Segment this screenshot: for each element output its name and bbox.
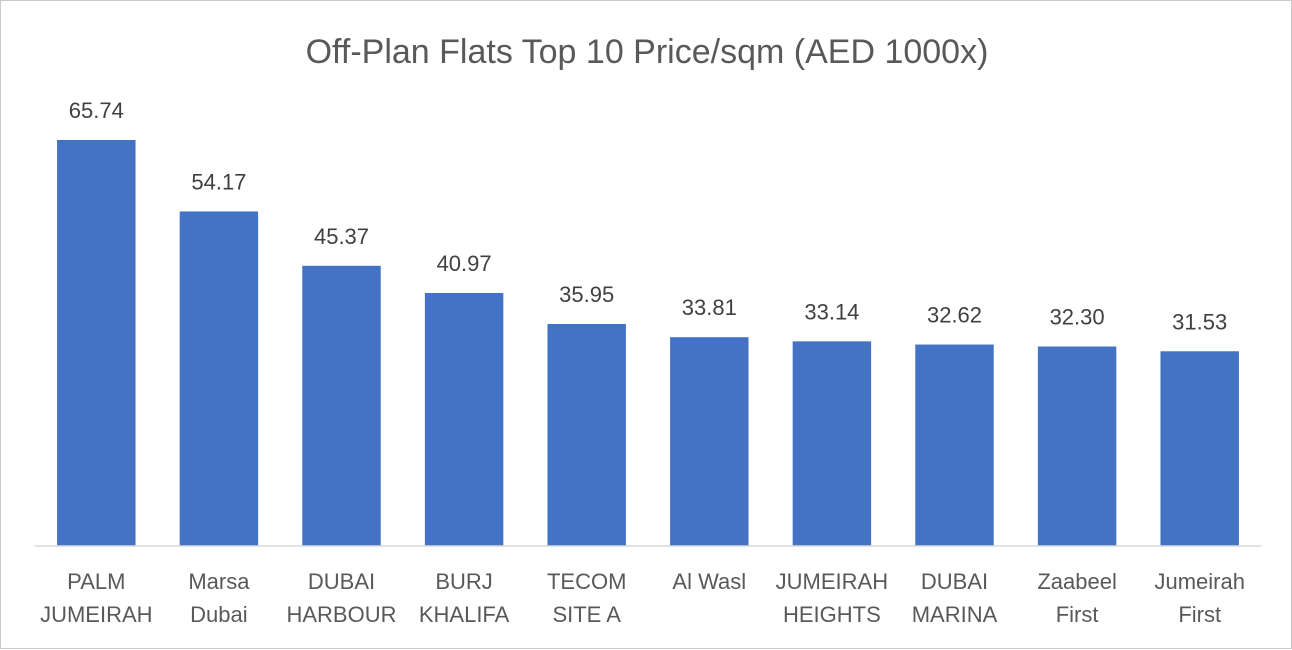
data-label-4: 40.97 <box>437 251 492 276</box>
category-label-1: PALM JUMEIRAH <box>40 569 152 627</box>
value-labels-group: 65.74 54.17 45.37 40.97 35.95 33.81 33.14 32.62… <box>69 98 1227 334</box>
category-label-line: DUBAI <box>921 569 988 594</box>
data-label-8: 32.62 <box>927 303 982 328</box>
category-label-6: Al Wasl <box>672 569 746 594</box>
data-label-1: 65.74 <box>69 98 124 123</box>
category-label-line: Marsa <box>188 569 250 594</box>
category-label-line: JUMEIRAH <box>40 602 152 627</box>
category-label-2: Marsa Dubai <box>188 569 250 627</box>
data-label-10: 31.53 <box>1172 309 1227 334</box>
bar-4 <box>424 292 504 546</box>
bar-10 <box>1160 351 1239 546</box>
data-label-7: 33.14 <box>804 299 859 324</box>
bar-5 <box>547 323 626 546</box>
data-label-3: 45.37 <box>314 224 369 249</box>
bar-9 <box>1037 346 1117 546</box>
data-label-2: 54.17 <box>191 169 246 194</box>
bar-2 <box>179 211 259 546</box>
category-label-line: PALM <box>67 569 125 594</box>
bar-1 <box>57 140 136 546</box>
category-label-line: BURJ <box>435 569 492 594</box>
category-label-3: DUBAI HARBOUR <box>286 569 396 627</box>
tick-labels-group: PALM JUMEIRAH Marsa Dubai DUBAI HARBOUR BURJ KH… <box>40 569 1245 627</box>
bar-8 <box>915 344 994 546</box>
category-label-line: DUBAI <box>308 569 375 594</box>
category-label-4: BURJ KHALIFA <box>419 569 510 627</box>
category-label-9: Zaabeel First <box>1037 569 1117 627</box>
category-label-7: JUMEIRAH HEIGHTS <box>776 569 888 627</box>
data-label-6: 33.81 <box>682 295 737 320</box>
bar-7 <box>792 341 872 546</box>
category-label-line: First <box>1178 602 1221 627</box>
category-label-line: Jumeirah <box>1154 569 1244 594</box>
category-label-line: MARINA <box>912 602 998 627</box>
category-label-line: JUMEIRAH <box>776 569 888 594</box>
chart-title: Off-Plan Flats Top 10 Price/sqm (AED 100… <box>306 33 989 71</box>
category-label-line: First <box>1056 602 1099 627</box>
category-label-line: HEIGHTS <box>783 602 881 627</box>
category-label-line: TECOM <box>547 569 626 594</box>
category-label-line: SITE A <box>552 602 621 627</box>
category-label-line: Zaabeel <box>1037 569 1117 594</box>
category-label-10: Jumeirah First <box>1154 569 1244 627</box>
category-label-line: HARBOUR <box>286 602 396 627</box>
data-label-5: 35.95 <box>559 282 614 307</box>
category-label-line: Dubai <box>190 602 247 627</box>
category-label-line: Al Wasl <box>672 569 746 594</box>
category-label-8: DUBAI MARINA <box>912 569 998 627</box>
category-label-5: TECOM SITE A <box>547 569 626 627</box>
bar-3 <box>302 265 381 546</box>
bars-group <box>57 140 1239 546</box>
category-label-line: KHALIFA <box>419 602 510 627</box>
bar-6 <box>670 337 749 546</box>
data-label-9: 32.30 <box>1050 305 1105 330</box>
